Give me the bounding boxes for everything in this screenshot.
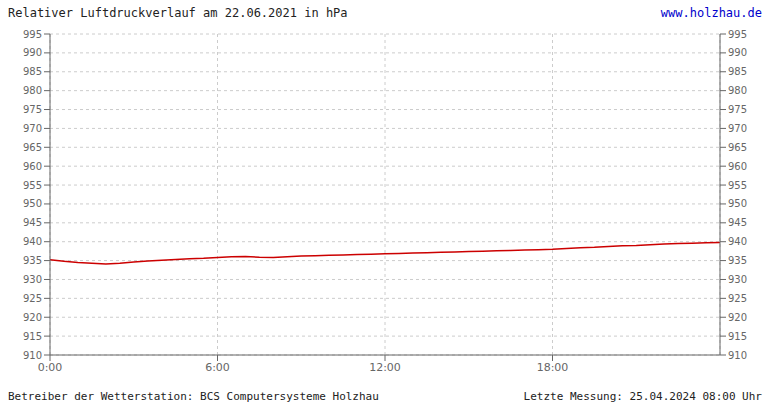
svg-text:930: 930 — [728, 274, 747, 285]
svg-text:955: 955 — [728, 180, 747, 191]
svg-text:925: 925 — [728, 293, 747, 304]
svg-text:18:00: 18:00 — [537, 361, 569, 374]
svg-text:970: 970 — [728, 123, 747, 134]
svg-text:985: 985 — [728, 66, 747, 77]
svg-text:945: 945 — [23, 217, 42, 228]
svg-text:990: 990 — [23, 47, 42, 58]
svg-text:995: 995 — [728, 29, 747, 40]
svg-text:960: 960 — [23, 161, 42, 172]
html-text:Letzte Messung: 25.04.2024 08:: Letzte Messung: 25.04.2024 08:00 Uhr — [523, 389, 762, 403]
svg-text:920: 920 — [23, 312, 42, 323]
svg-text:6:00: 6:00 — [205, 361, 230, 374]
html-text:www.holzhau.de: www.holzhau.de — [660, 6, 762, 20]
svg-text:975: 975 — [23, 104, 42, 115]
svg-text:910: 910 — [728, 350, 747, 361]
svg-text:960: 960 — [728, 161, 747, 172]
svg-text:965: 965 — [23, 142, 42, 153]
svg-text:990: 990 — [728, 47, 747, 58]
svg-text:920: 920 — [728, 312, 747, 323]
svg-text:945: 945 — [728, 217, 747, 228]
svg-text:915: 915 — [23, 331, 42, 342]
svg-text:935: 935 — [23, 255, 42, 266]
html-text:Relativer Luftdruckverlauf am: Relativer Luftdruckverlauf am 22.06.2021… — [8, 6, 348, 20]
svg-text:975: 975 — [728, 104, 747, 115]
svg-text:985: 985 — [23, 66, 42, 77]
svg-text:970: 970 — [23, 123, 42, 134]
svg-text:950: 950 — [23, 198, 42, 209]
svg-text:915: 915 — [728, 331, 747, 342]
svg-text:950: 950 — [728, 198, 747, 209]
svg-text:940: 940 — [728, 236, 747, 247]
svg-text:980: 980 — [728, 85, 747, 96]
svg-text:995: 995 — [23, 29, 42, 40]
svg-text:930: 930 — [23, 274, 42, 285]
svg-text:955: 955 — [23, 180, 42, 191]
html-text:Betreiber der Wetterstation: B: Betreiber der Wetterstation: BCS Compute… — [8, 389, 379, 403]
svg-text:980: 980 — [23, 85, 42, 96]
svg-text:925: 925 — [23, 293, 42, 304]
svg-text:0:00: 0:00 — [38, 361, 63, 374]
svg-text:935: 935 — [728, 255, 747, 266]
svg-text:940: 940 — [23, 236, 42, 247]
svg-text:12:00: 12:00 — [369, 361, 401, 374]
svg-text:965: 965 — [728, 142, 747, 153]
svg-text:910: 910 — [23, 350, 42, 361]
